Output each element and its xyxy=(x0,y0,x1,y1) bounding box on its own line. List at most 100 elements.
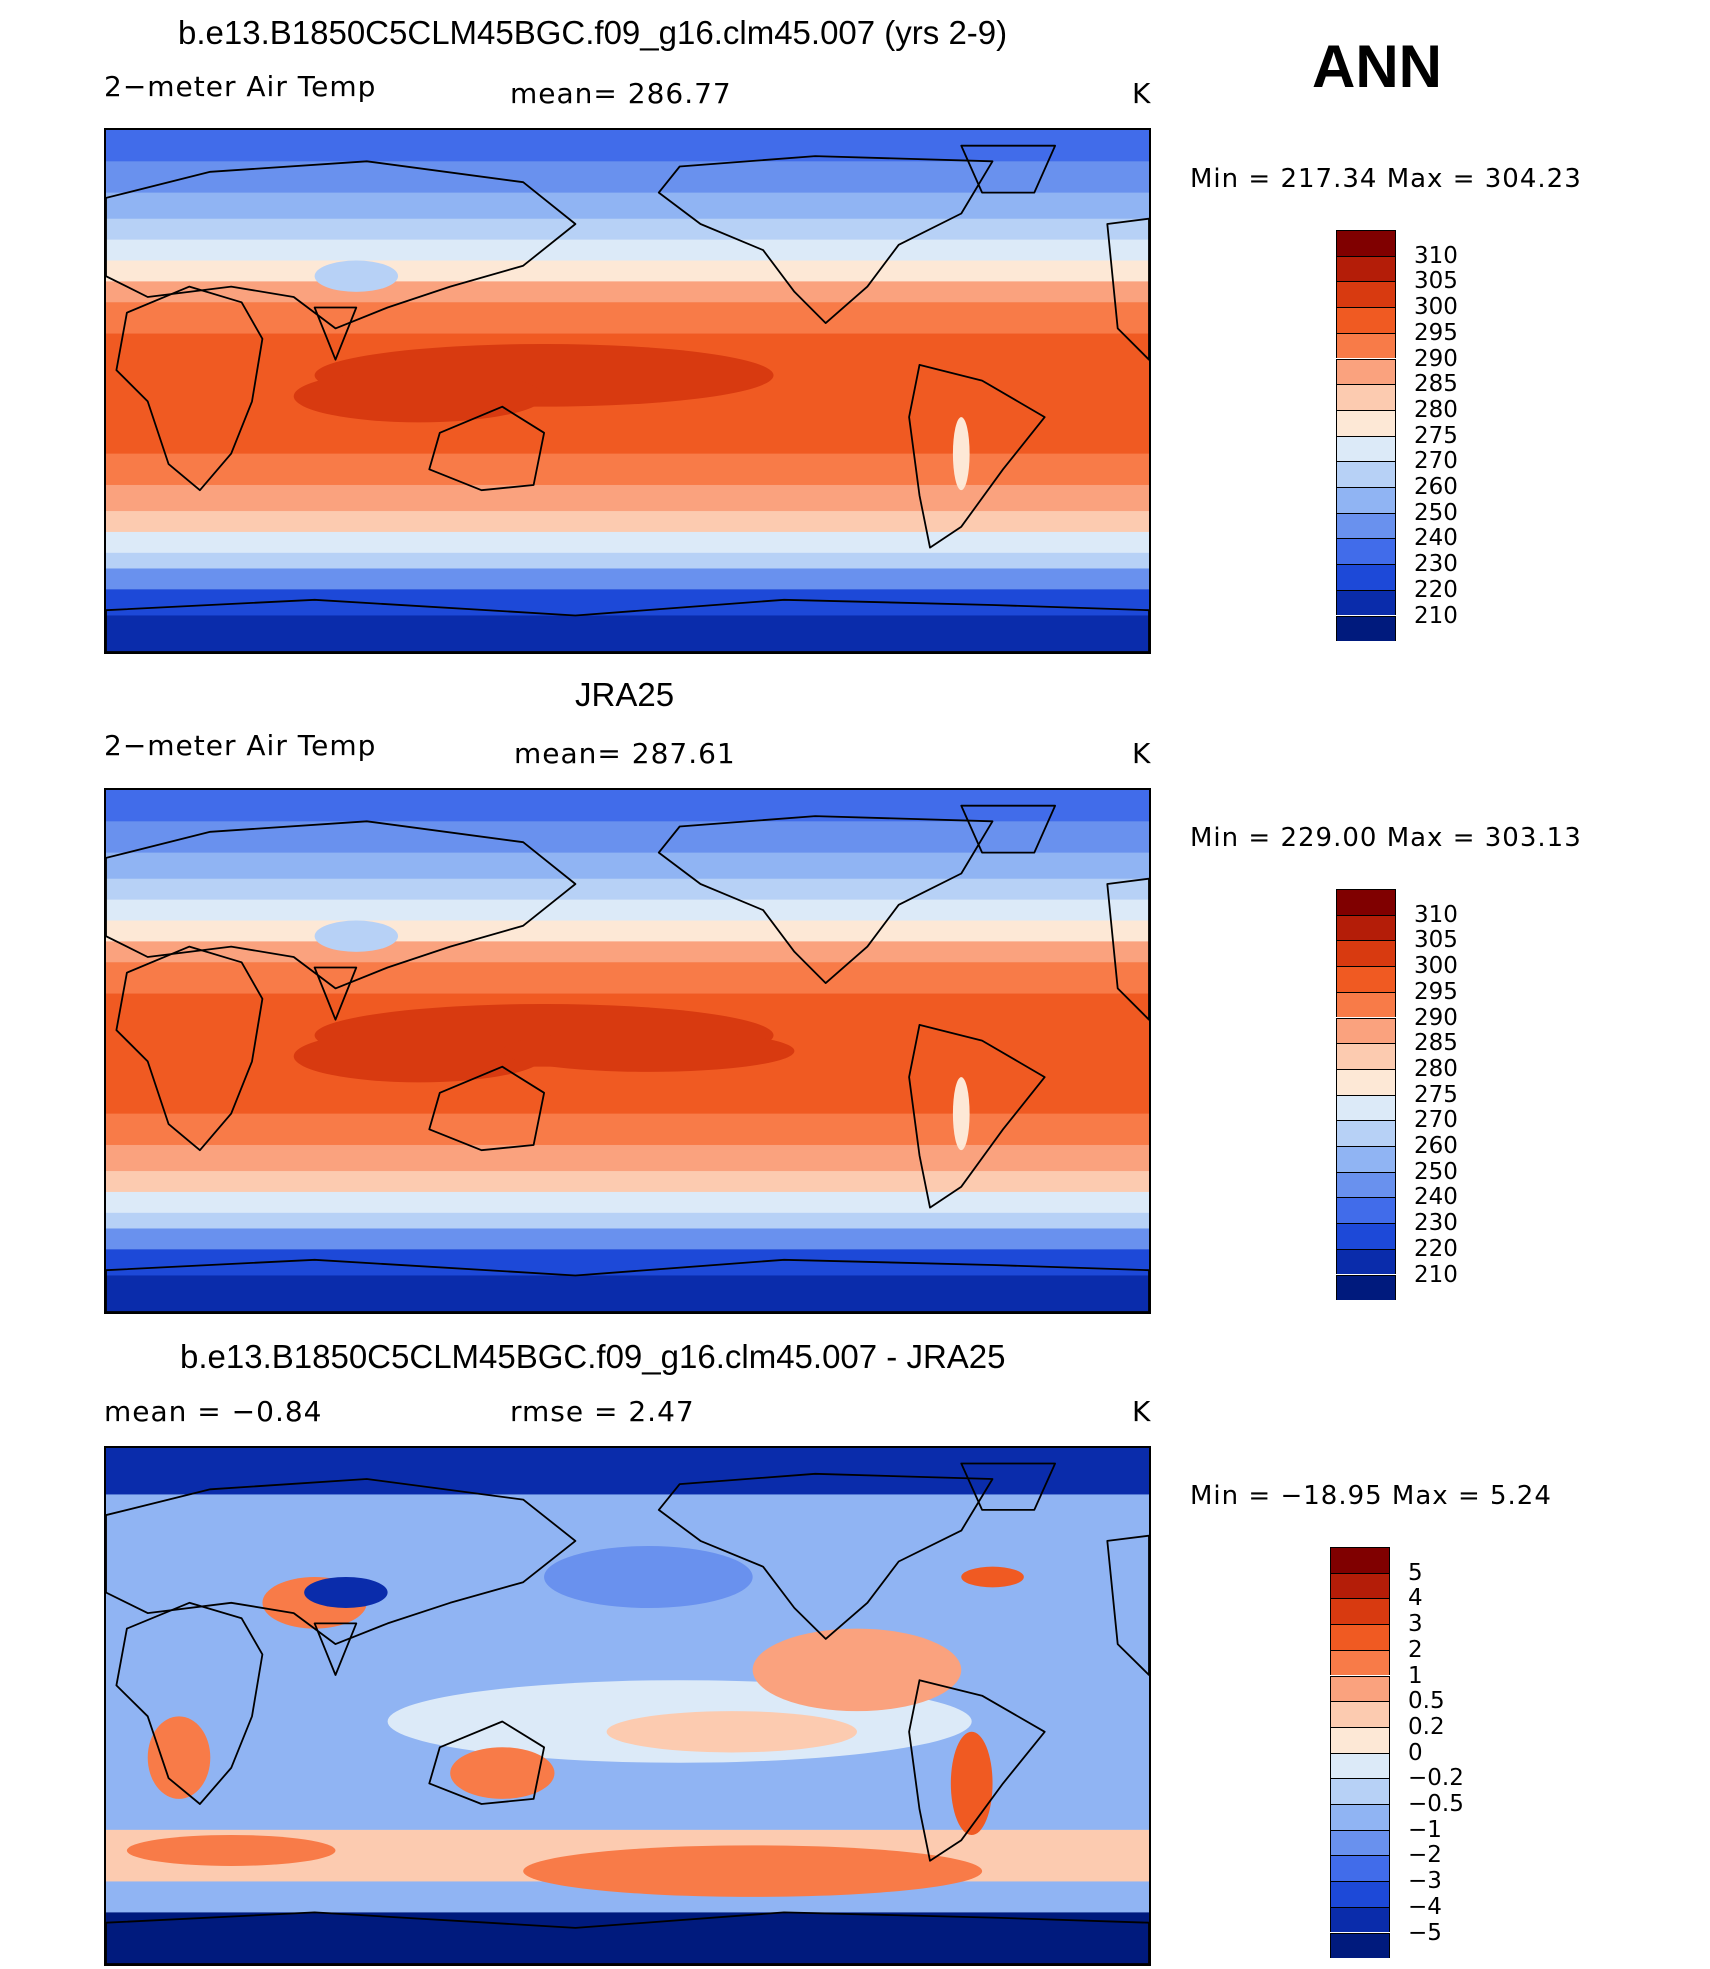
panel-1-mean-label: mean= 286.77 xyxy=(510,77,732,110)
colorbar-swatch xyxy=(1330,1906,1390,1933)
colorbar-swatch xyxy=(1336,889,1396,915)
colorbar-tick-label: 230 xyxy=(1414,1210,1458,1237)
colorbar-swatch xyxy=(1336,538,1396,565)
colorbar-swatch xyxy=(1336,1223,1396,1249)
colorbar-tick-label: −0.2 xyxy=(1408,1765,1464,1792)
colorbar-swatch xyxy=(1330,1624,1390,1650)
colorbar-tick-label: 220 xyxy=(1414,576,1458,603)
panel-1-map-field xyxy=(106,130,1149,652)
colorbar-swatch xyxy=(1336,435,1396,462)
colorbar-swatch xyxy=(1330,1804,1390,1830)
colorbar-swatch xyxy=(1330,1547,1390,1573)
colorbar-tick-label: 230 xyxy=(1414,551,1458,578)
panel-1-map xyxy=(104,128,1151,654)
colorbar-swatch xyxy=(1336,307,1396,333)
panel-3-rmse-label: rmse = 2.47 xyxy=(510,1395,695,1428)
panel-2-map xyxy=(104,788,1151,1314)
colorbar-tick-label: 295 xyxy=(1414,978,1458,1005)
colorbar-tick-label: 0 xyxy=(1408,1739,1423,1766)
colorbar-tick-label: 285 xyxy=(1414,371,1458,398)
colorbar-swatch xyxy=(1330,1778,1390,1804)
colorbar-tick-label: 305 xyxy=(1414,268,1458,295)
panel-3-map xyxy=(104,1446,1151,1966)
colorbar-swatch xyxy=(1336,589,1396,616)
colorbar-swatch xyxy=(1336,358,1396,385)
colorbar-tick-label: 0.2 xyxy=(1408,1713,1445,1740)
colorbar-swatch xyxy=(1330,1726,1390,1753)
panel-3-units-label: K xyxy=(1132,1395,1152,1428)
panel-2-minmax: Min = 229.00 Max = 303.13 xyxy=(1190,823,1582,853)
colorbar-swatch xyxy=(1336,409,1396,436)
colorbar-swatch xyxy=(1336,255,1396,282)
colorbar-tick-label: 310 xyxy=(1414,901,1458,928)
colorbar-tick-label: 305 xyxy=(1414,927,1458,954)
colorbar-swatch xyxy=(1336,281,1396,308)
colorbar-swatch xyxy=(1336,384,1396,410)
colorbar-swatch xyxy=(1330,1572,1390,1599)
colorbar-swatch xyxy=(1330,1932,1390,1959)
colorbar-tick-label: 285 xyxy=(1414,1030,1458,1057)
colorbar-tick-label: −5 xyxy=(1408,1919,1442,1946)
panel-1-variable-label: 2−meter Air Temp xyxy=(104,70,377,103)
colorbar-tick-label: 270 xyxy=(1414,448,1458,475)
colorbar-tick-label: 250 xyxy=(1414,1158,1458,1185)
colorbar-swatch xyxy=(1336,564,1396,590)
colorbar-swatch xyxy=(1330,1881,1390,1907)
colorbar-tick-label: 260 xyxy=(1414,474,1458,500)
colorbar-swatch xyxy=(1330,1752,1390,1779)
colorbar-swatch xyxy=(1336,991,1396,1018)
colorbar-swatch xyxy=(1336,615,1396,642)
panel-1-minmax: Min = 217.34 Max = 304.23 xyxy=(1190,164,1582,194)
panel-1-title: b.e13.B1850C5CLM45BGC.f09_g16.clm45.007 … xyxy=(178,14,1008,51)
colorbar-swatch xyxy=(1336,461,1396,487)
colorbar-tick-label: 295 xyxy=(1414,319,1458,346)
colorbar-swatch xyxy=(1336,230,1396,256)
colorbar-swatch xyxy=(1336,1043,1396,1069)
colorbar-tick-label: 280 xyxy=(1414,396,1458,423)
colorbar-tick-label: 275 xyxy=(1414,422,1458,449)
colorbar-swatch xyxy=(1330,1855,1390,1882)
colorbar-tick-label: 4 xyxy=(1408,1585,1423,1612)
colorbar-tick-label: 2 xyxy=(1408,1636,1423,1663)
colorbar-swatch xyxy=(1336,1068,1396,1095)
colorbar-tick-label: 290 xyxy=(1414,1004,1458,1031)
panel-2-variable-label: 2−meter Air Temp xyxy=(104,729,377,762)
colorbar-swatch xyxy=(1336,487,1396,513)
colorbar-tick-label: 300 xyxy=(1414,294,1458,321)
colorbar-swatch xyxy=(1336,1146,1396,1172)
colorbar-swatch xyxy=(1336,332,1396,359)
colorbar-swatch xyxy=(1336,966,1396,992)
panel-3-mean-label: mean = −0.84 xyxy=(104,1395,323,1428)
colorbar-tick-label: 310 xyxy=(1414,242,1458,269)
panel-3-minmax: Min = −18.95 Max = 5.24 xyxy=(1190,1481,1552,1511)
colorbar-swatch xyxy=(1336,1017,1396,1044)
season-label: ANN xyxy=(1312,33,1442,100)
colorbar-swatch xyxy=(1336,1094,1396,1121)
colorbar-swatch xyxy=(1336,914,1396,941)
colorbar-tick-label: 210 xyxy=(1414,1261,1458,1288)
colorbar-swatch xyxy=(1336,1120,1396,1146)
colorbar-swatch xyxy=(1330,1829,1390,1856)
colorbar-tick-label: 210 xyxy=(1414,602,1458,629)
panel-3-title: b.e13.B1850C5CLM45BGC.f09_g16.clm45.007 … xyxy=(180,1338,1006,1375)
colorbar-tick-label: 260 xyxy=(1414,1133,1458,1159)
panel-2-mean-label: mean= 287.61 xyxy=(514,737,736,770)
colorbar-tick-label: 240 xyxy=(1414,1184,1458,1211)
panel-2-title: JRA25 xyxy=(575,676,675,713)
colorbar-swatch xyxy=(1336,1197,1396,1224)
colorbar-tick-label: −1 xyxy=(1408,1816,1442,1843)
colorbar-tick-label: −0.5 xyxy=(1408,1791,1464,1817)
colorbar-tick-label: 1 xyxy=(1408,1662,1423,1689)
panel-2-units-label: K xyxy=(1132,737,1152,770)
colorbar-tick-label: 290 xyxy=(1414,345,1458,372)
colorbar-tick-label: 220 xyxy=(1414,1235,1458,1262)
colorbar-swatch xyxy=(1336,1274,1396,1301)
colorbar-swatch xyxy=(1336,512,1396,539)
colorbar-tick-label: 3 xyxy=(1408,1611,1423,1638)
colorbar-swatch xyxy=(1330,1598,1390,1625)
colorbar-tick-label: 280 xyxy=(1414,1055,1458,1082)
colorbar-tick-label: 5 xyxy=(1408,1559,1423,1586)
colorbar-tick-label: −4 xyxy=(1408,1893,1442,1920)
colorbar-tick-label: 240 xyxy=(1414,525,1458,552)
colorbar-swatch xyxy=(1330,1701,1390,1727)
